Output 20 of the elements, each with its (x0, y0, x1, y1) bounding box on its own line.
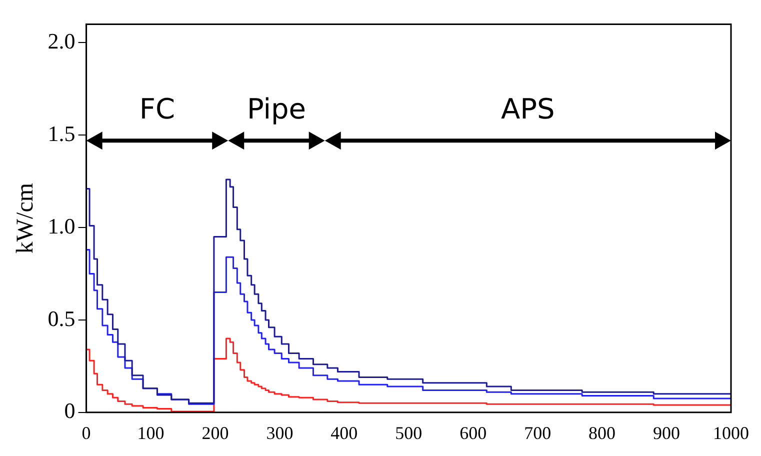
x-tick-label: 200 (202, 422, 229, 443)
x-tick-label: 500 (395, 422, 422, 443)
band-label: Pipe (246, 92, 306, 126)
x-tick-label: 0 (82, 422, 91, 443)
y-tick-label: 1.5 (48, 120, 76, 146)
y-tick-label: 2.0 (48, 28, 76, 54)
x-tick-label: 900 (653, 422, 680, 443)
x-tick-label: 600 (460, 422, 487, 443)
y-tick-label: 0.5 (48, 306, 76, 331)
y-tick-label: 0 (64, 398, 76, 424)
x-tick-label: 700 (524, 422, 552, 443)
x-tick-label: 1000 (713, 422, 749, 443)
y-axis-title: kW/cm (12, 182, 39, 254)
band-label: FC (139, 92, 176, 126)
x-tick-label: 100 (137, 422, 164, 443)
band-label: APS (501, 92, 555, 126)
x-tick-label: 800 (588, 422, 616, 443)
x-tick-label: 400 (330, 422, 358, 443)
x-tick-label: 300 (266, 422, 294, 443)
y-tick-label: 1.0 (48, 213, 76, 238)
